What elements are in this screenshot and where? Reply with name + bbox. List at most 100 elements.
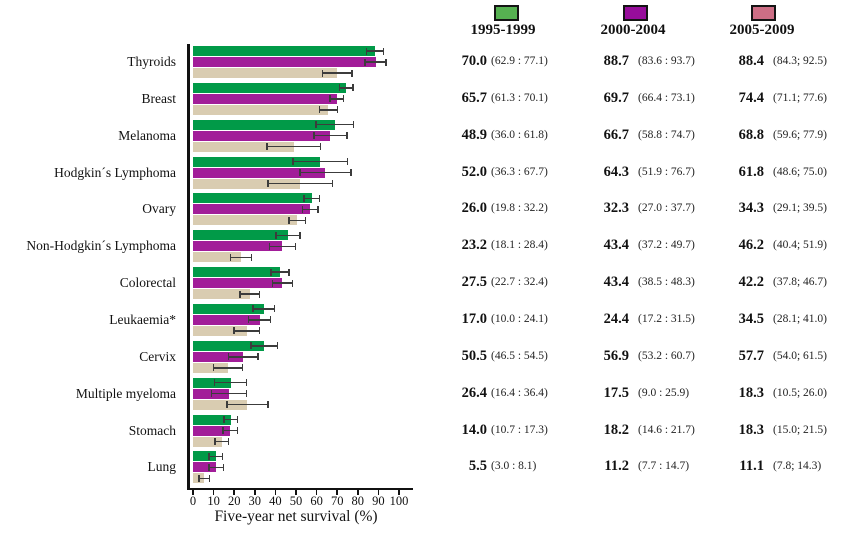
bar-2005-2009-hodgkin-s-lymphoma bbox=[193, 156, 321, 167]
error-bar-cap bbox=[364, 58, 366, 66]
bar-2000-2004-stomach bbox=[193, 425, 231, 436]
x-tick-label: 30 bbox=[248, 494, 262, 508]
bar-2005-2009-ovary bbox=[193, 193, 312, 204]
category-label: Thyroids bbox=[127, 54, 176, 69]
error-bar-cap bbox=[317, 205, 319, 213]
error-bar-cap bbox=[236, 427, 239, 434]
confidence-interval: (10.5; 26.0) bbox=[773, 386, 827, 399]
error-bar-cap bbox=[304, 216, 307, 224]
error-bar-line bbox=[230, 256, 252, 258]
survival-value: 17.0 bbox=[461, 310, 487, 327]
bar-1995-1999-multiple-myeloma bbox=[193, 399, 248, 410]
x-tick-label: 20 bbox=[227, 494, 241, 508]
error-bar-cap bbox=[198, 474, 200, 482]
error-bar-line bbox=[329, 98, 344, 100]
confidence-interval: (17.2 : 31.5) bbox=[638, 312, 695, 325]
x-tick-label: 80 bbox=[351, 494, 365, 508]
table-row: 5.5 (3.0 : 8.1) 11.2 (7.7 : 14.7) 11.1 (7.8; … bbox=[0, 458, 850, 476]
confidence-interval: (46.5 : 54.5) bbox=[491, 349, 548, 362]
bar-2000-2004-melanoma bbox=[193, 130, 331, 141]
x-axis-line bbox=[187, 488, 413, 490]
error-bar-line bbox=[269, 245, 296, 247]
x-tick bbox=[192, 490, 194, 495]
confidence-interval: (59.6; 77.9) bbox=[773, 128, 827, 141]
bar-2005-2009-breast bbox=[193, 82, 347, 93]
error-bar-cap bbox=[303, 194, 305, 202]
x-tick-label: 0 bbox=[189, 494, 197, 508]
error-bar-cap bbox=[267, 180, 269, 188]
confidence-interval: (83.6 : 93.7) bbox=[638, 55, 695, 67]
survival-value: 65.7 bbox=[461, 89, 487, 106]
survival-value: 18.3 bbox=[738, 384, 764, 401]
error-bar-cap bbox=[222, 463, 225, 471]
survival-value: 17.5 bbox=[603, 384, 629, 401]
confidence-interval: (66.4 : 73.1) bbox=[638, 91, 695, 104]
survival-value: 68.8 bbox=[738, 126, 764, 143]
error-bar-line bbox=[270, 271, 290, 273]
confidence-interval: (58.8 : 74.7) bbox=[638, 128, 695, 141]
survival-value: 64.3 bbox=[603, 163, 629, 180]
confidence-interval: (84.3; 92.5) bbox=[773, 55, 827, 67]
table-row: 14.0 (10.7 : 17.3) 18.2 (14.6 : 21.7) 18.3 (1… bbox=[0, 422, 850, 440]
error-bar-line bbox=[339, 87, 353, 89]
survival-value: 18.2 bbox=[603, 421, 629, 438]
bar-2000-2004-colorectal bbox=[193, 278, 283, 289]
error-bar-cap bbox=[223, 416, 225, 423]
survival-value: 26.0 bbox=[461, 200, 487, 217]
error-bar-cap bbox=[318, 106, 321, 114]
x-tick-label: 90 bbox=[372, 494, 385, 508]
error-bar-cap bbox=[351, 69, 353, 77]
table-row: 26.4 (16.4 : 36.4) 17.5 (9.0 : 25.9) 18.3 (10… bbox=[0, 385, 850, 403]
error-bar-line bbox=[302, 208, 319, 211]
bar-1995-1999-leukaemia bbox=[193, 325, 247, 336]
error-bar-line bbox=[233, 330, 260, 332]
survival-value: 61.8 bbox=[738, 163, 764, 180]
survival-value: 23.2 bbox=[461, 237, 487, 254]
bar-1995-1999-colorectal bbox=[193, 289, 250, 300]
x-tick bbox=[377, 490, 380, 495]
error-bar-cap bbox=[213, 379, 216, 387]
error-bar-line bbox=[315, 123, 354, 126]
survival-value: 5.5 bbox=[468, 458, 487, 475]
bar-2005-2009-cervix bbox=[193, 340, 265, 351]
confidence-interval: (51.9 : 76.7) bbox=[638, 165, 695, 178]
error-bar-cap bbox=[258, 327, 261, 335]
survival-value: 70.0 bbox=[461, 53, 487, 69]
x-tick bbox=[254, 490, 256, 495]
x-tick bbox=[398, 490, 400, 495]
error-bar-cap bbox=[365, 47, 368, 55]
confidence-interval: (54.0; 61.5) bbox=[773, 349, 827, 362]
error-bar-line bbox=[314, 134, 347, 137]
confidence-interval: (62.9 : 77.1) bbox=[491, 55, 548, 67]
y-axis-line bbox=[187, 44, 190, 490]
error-bar-line bbox=[366, 50, 384, 52]
x-tick bbox=[295, 490, 297, 495]
bar-2005-2009-thyroids bbox=[193, 46, 376, 56]
survival-value: 34.5 bbox=[738, 310, 764, 327]
table-row: 70.0 (62.9 : 77.1) 88.7 (83.6 : 93.7) 88.4 (8… bbox=[0, 53, 850, 71]
error-bar-cap bbox=[299, 231, 301, 239]
confidence-interval: (10.0 : 24.1) bbox=[491, 312, 548, 325]
x-tick bbox=[233, 490, 235, 495]
confidence-interval: (7.7 : 14.7) bbox=[638, 460, 690, 473]
confidence-interval: (40.4; 51.9) bbox=[773, 239, 827, 252]
bar-1995-1999-breast bbox=[193, 104, 329, 115]
survival-value: 74.4 bbox=[738, 89, 764, 106]
error-bar-cap bbox=[252, 305, 254, 313]
error-bar-line bbox=[299, 171, 351, 174]
error-bar-cap bbox=[313, 132, 315, 140]
error-bar-cap bbox=[346, 158, 349, 166]
legend-swatch-2000-2004 bbox=[623, 5, 648, 21]
x-tick-label: 40 bbox=[269, 494, 282, 508]
error-bar-cap bbox=[267, 401, 269, 409]
survival-value: 11.1 bbox=[739, 458, 764, 475]
confidence-interval: (15.0; 21.5) bbox=[773, 423, 827, 436]
category-label: Colorectal bbox=[119, 275, 176, 291]
error-bar-cap bbox=[266, 143, 268, 151]
error-bar-cap bbox=[350, 169, 352, 177]
error-bar-cap bbox=[269, 316, 272, 324]
x-tick bbox=[357, 490, 359, 495]
error-bar-cap bbox=[292, 158, 294, 166]
error-bar-cap bbox=[233, 327, 235, 335]
